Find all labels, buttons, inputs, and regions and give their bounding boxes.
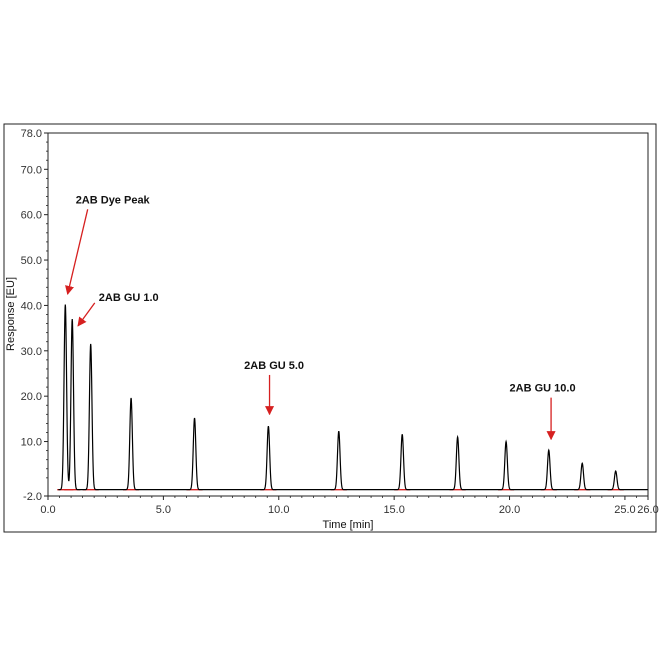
y-tick-label: 78.0 — [21, 128, 42, 140]
y-tick-label: -2.0 — [23, 491, 42, 503]
outer-border — [3, 123, 657, 533]
y-tick-label: 50.0 — [21, 255, 42, 267]
annotation-label: 2AB GU 1.0 — [99, 292, 159, 304]
y-tick-label: 70.0 — [21, 164, 42, 176]
annotation-arrow — [77, 302, 96, 327]
chromatogram-trace — [58, 304, 648, 491]
y-tick-label: 60.0 — [21, 210, 42, 222]
annotation-label: 2AB GU 5.0 — [244, 360, 304, 372]
x-tick-label: 5.0 — [156, 504, 171, 516]
x-tick-label: 0.0 — [40, 504, 55, 516]
x-axis-label: Time [min] — [323, 519, 374, 531]
annotations: 2AB Dye Peak 2AB GU 1.0 2AB GU 5.0 2AB GU 1… — [65, 194, 576, 441]
y-tick-label: 40.0 — [21, 300, 42, 312]
x-tick-label: 10.0 — [268, 504, 289, 516]
x-tick-label: 25.0 — [614, 504, 635, 516]
plot-area — [47, 132, 649, 497]
annotation-label: 2AB GU 10.0 — [510, 383, 576, 395]
y-axis-label: Response [EU] — [5, 277, 17, 351]
x-tick-label: 15.0 — [383, 504, 404, 516]
annotation-label: 2AB Dye Peak — [76, 194, 151, 206]
y-tick-label: 20.0 — [21, 391, 42, 403]
x-tick-label: 26.0 — [637, 504, 658, 516]
axis-ticks: 78.0 70.0 60.0 50.0 40.0 30.0 20.0 10.0 -2.00.0 5… — [21, 128, 659, 516]
annotation-arrow — [65, 209, 89, 295]
y-tick-label: 30.0 — [21, 346, 42, 358]
y-tick-label: 10.0 — [21, 437, 42, 449]
x-tick-label: 20.0 — [499, 504, 520, 516]
